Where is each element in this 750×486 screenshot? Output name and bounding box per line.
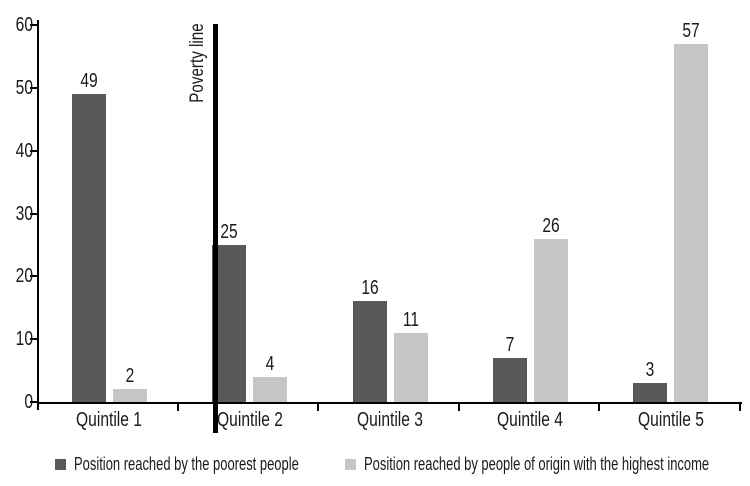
y-tick bbox=[30, 86, 38, 89]
legend: Position reached by the poorest people P… bbox=[0, 452, 750, 478]
bar-value-label: 3 bbox=[645, 359, 655, 382]
y-tick-label: 20 bbox=[15, 265, 33, 288]
x-tick bbox=[176, 402, 179, 411]
bar-dark-q4 bbox=[492, 358, 527, 402]
x-tick bbox=[457, 402, 460, 411]
y-tick bbox=[30, 338, 38, 341]
bar-value-label: 26 bbox=[542, 214, 560, 237]
bar-light-q2 bbox=[253, 376, 288, 402]
y-tick-label: 10 bbox=[15, 328, 33, 351]
bar-light-q3 bbox=[393, 332, 428, 402]
bar-value-label: 16 bbox=[360, 277, 379, 300]
poverty-line bbox=[213, 24, 218, 433]
bar-value-label: 49 bbox=[80, 70, 98, 93]
legend-label-highest-income: Position reached by people of origin wit… bbox=[364, 453, 710, 474]
y-tick-label: 50 bbox=[15, 76, 33, 99]
bar-light-q5 bbox=[674, 43, 709, 402]
x-category-label-q2: Quintile 2 bbox=[216, 409, 283, 431]
bar-dark-q5 bbox=[633, 383, 668, 402]
x-category-label-q4: Quintile 4 bbox=[497, 409, 564, 431]
bar-dark-q3 bbox=[352, 301, 387, 402]
bar-light-q4 bbox=[533, 238, 568, 402]
y-tick bbox=[30, 212, 38, 215]
x-category-label-q5: Quintile 5 bbox=[637, 409, 704, 431]
x-tick bbox=[738, 402, 741, 411]
x-tick bbox=[317, 402, 320, 411]
x-tick bbox=[598, 402, 601, 411]
y-tick bbox=[30, 401, 38, 403]
bar-dark-q1 bbox=[71, 94, 106, 402]
bar-value-label: 11 bbox=[402, 308, 419, 331]
legend-marker-dark bbox=[55, 458, 66, 470]
legend-label-poorest: Position reached by the poorest people bbox=[74, 453, 299, 474]
bar-value-label: 57 bbox=[682, 19, 700, 42]
y-tick bbox=[30, 275, 38, 278]
y-tick-label: 60 bbox=[15, 14, 33, 36]
bar-value-label: 2 bbox=[125, 365, 135, 388]
y-tick-label: 0 bbox=[24, 391, 33, 413]
legend-marker-light bbox=[345, 458, 356, 470]
bar-value-label: 25 bbox=[220, 220, 238, 243]
x-axis-line bbox=[37, 402, 742, 404]
legend-item-highest-income: Position reached by people of origin wit… bbox=[345, 452, 750, 476]
poverty-line-label: Poverty line bbox=[187, 23, 208, 103]
y-tick bbox=[30, 24, 38, 26]
y-axis-line bbox=[37, 20, 39, 410]
bar-value-label: 4 bbox=[265, 352, 275, 375]
y-tick bbox=[30, 149, 38, 152]
y-tick-label: 30 bbox=[15, 202, 33, 225]
x-category-label-q1: Quintile 1 bbox=[76, 409, 143, 431]
y-tick-label: 40 bbox=[15, 139, 33, 162]
legend-item-poorest: Position reached by the poorest people bbox=[55, 452, 386, 476]
bar-value-label: 7 bbox=[505, 334, 515, 357]
bar-light-q1 bbox=[112, 389, 147, 402]
x-category-label-q3: Quintile 3 bbox=[357, 409, 423, 431]
